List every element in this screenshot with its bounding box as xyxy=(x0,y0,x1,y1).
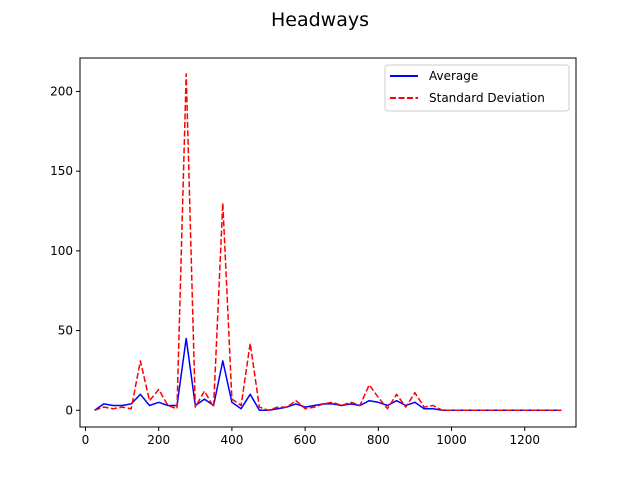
x-tick-label: 800 xyxy=(367,433,390,447)
y-tick-label: 0 xyxy=(65,403,73,417)
x-tick-label: 1000 xyxy=(436,433,467,447)
x-tick-label: 0 xyxy=(82,433,90,447)
y-tick-label: 200 xyxy=(50,84,73,98)
x-tick-label: 200 xyxy=(147,433,170,447)
legend-label-average: Average xyxy=(429,69,478,83)
y-tick-label: 50 xyxy=(58,324,73,338)
chart-title: Headways xyxy=(271,9,369,31)
x-tick-label: 600 xyxy=(294,433,317,447)
x-tick-label: 1200 xyxy=(509,433,540,447)
legend-box xyxy=(384,64,570,112)
y-tick-label: 100 xyxy=(50,244,73,258)
series-line-standard-deviation xyxy=(94,73,562,412)
y-tick-label: 150 xyxy=(50,164,73,178)
x-axis: 0 200 400 600 800 1000 1200 xyxy=(82,427,540,447)
legend: Average Standard Deviation xyxy=(384,64,570,112)
y-axis: 0 50 100 150 200 xyxy=(50,84,80,417)
plot-lines xyxy=(94,73,562,412)
legend-label-standard-deviation: Standard Deviation xyxy=(429,91,545,105)
axes-frame xyxy=(79,57,577,428)
x-tick-label: 400 xyxy=(220,433,243,447)
